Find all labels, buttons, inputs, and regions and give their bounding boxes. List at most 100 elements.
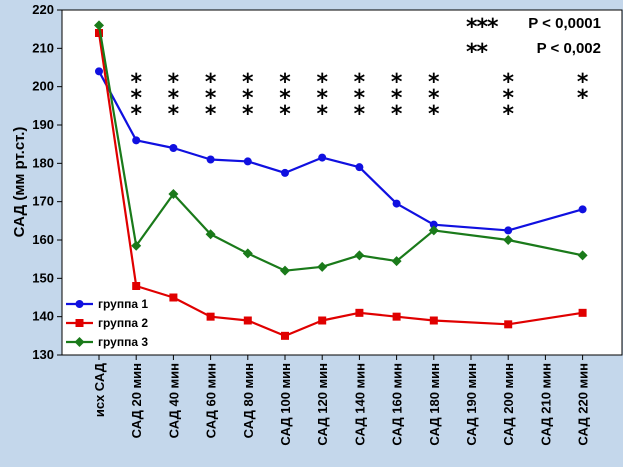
data-point <box>318 316 327 325</box>
data-point <box>578 205 587 214</box>
data-point <box>132 282 141 290</box>
legend-marker <box>75 300 84 308</box>
data-point <box>429 316 438 325</box>
data-point <box>577 250 588 261</box>
series-line-2 <box>97 32 583 337</box>
y-tick-label: 170 <box>32 194 54 209</box>
data-point <box>354 250 365 261</box>
data-point <box>169 144 178 152</box>
plot-area <box>61 9 623 356</box>
significance-legend-label: P < 0,0001 <box>528 15 601 32</box>
legend-label: группа 3 <box>98 335 148 349</box>
data-point <box>169 293 178 302</box>
y-tick-label: 150 <box>32 270 54 285</box>
y-tick-label: 180 <box>32 155 54 170</box>
significance-star: * <box>130 70 142 95</box>
data-point <box>428 225 439 236</box>
significance-legend-mark: ** <box>466 40 489 65</box>
legend-marker <box>75 319 84 327</box>
significance-star: * <box>279 102 291 127</box>
x-tick-label: САД 60 мин <box>204 363 219 438</box>
x-tick-label: САД 160 мин <box>390 363 405 446</box>
y-tick-label: 130 <box>32 347 54 362</box>
data-point <box>392 312 401 321</box>
data-point <box>131 240 142 251</box>
legend: группа 1 группа 2 группа 3 <box>66 297 148 349</box>
data-point <box>391 256 402 267</box>
x-tick-label: САД 200 мин <box>501 363 516 446</box>
significance-star: * <box>577 86 589 111</box>
significance-star: * <box>391 86 403 111</box>
data-point <box>132 136 141 145</box>
significance-star: * <box>279 86 291 111</box>
x-tick-label: САД 180 мин <box>427 363 442 446</box>
significance-star: * <box>205 102 217 127</box>
data-point <box>504 320 513 329</box>
significance-star: * <box>316 102 328 127</box>
significance-star: * <box>316 86 328 111</box>
y-tick-label: 200 <box>32 79 54 94</box>
x-tick-label: САД 140 мин <box>352 363 367 446</box>
series-layer <box>94 20 588 340</box>
data-point <box>243 316 252 325</box>
data-point <box>318 153 327 162</box>
significance-star: * <box>502 102 514 127</box>
significance-legend-label: P < 0,002 <box>537 40 601 57</box>
x-tick-label: САД 210 мин <box>538 363 553 446</box>
y-tick-label: 160 <box>32 232 54 247</box>
series-line-1 <box>98 70 583 232</box>
significance-star: * <box>428 70 440 95</box>
data-point <box>429 220 438 229</box>
y-tick-label: 210 <box>32 40 54 55</box>
significance-star: * <box>354 102 366 127</box>
x-tick-label: САД 20 мин <box>129 363 144 438</box>
y-tick-label: 220 <box>32 2 54 17</box>
significance-star: * <box>242 86 254 111</box>
data-point <box>95 29 103 37</box>
data-point <box>578 308 587 317</box>
significance-star: * <box>205 70 217 95</box>
data-point <box>94 20 104 31</box>
x-tick-label: исх САД <box>92 362 107 417</box>
data-point <box>206 155 215 164</box>
y-axis-label: САД (мм рт.ст.) <box>11 127 28 238</box>
data-point <box>281 168 289 177</box>
data-point <box>280 265 290 276</box>
data-point <box>504 226 513 235</box>
significance-star: * <box>279 70 291 95</box>
significance-star: * <box>502 86 514 111</box>
data-point <box>95 67 103 76</box>
y-axis: 130 140 150 160 170 180 190 200 210 220 <box>32 2 62 362</box>
significance-star: * <box>168 102 180 127</box>
significance-star: * <box>168 70 180 95</box>
significance-star: * <box>242 102 254 127</box>
x-tick-label: САД 190 мин <box>464 363 479 446</box>
significance-marks: ******************************** <box>130 70 588 127</box>
legend-label: группа 1 <box>98 297 148 311</box>
significance-star: * <box>428 102 440 127</box>
y-tick-label: 190 <box>32 117 54 132</box>
data-point <box>243 157 252 166</box>
data-point <box>355 163 364 172</box>
x-tick-label: САД 100 мин <box>278 363 293 446</box>
x-axis: исх САД САД 20 мин САД 40 мин САД 60 мин САД… <box>92 355 591 446</box>
data-point <box>355 308 364 317</box>
significance-legend: *** P < 0,0001 ** P < 0,002 <box>466 15 601 65</box>
significance-star: * <box>502 70 514 95</box>
data-point <box>503 235 514 245</box>
significance-star: * <box>354 86 366 111</box>
significance-star: * <box>577 70 589 95</box>
significance-star: * <box>130 102 142 127</box>
data-point <box>205 229 216 240</box>
legend-marker <box>74 337 85 347</box>
data-point <box>206 312 215 321</box>
x-tick-label: САД 40 мин <box>166 363 181 438</box>
data-point <box>392 199 401 208</box>
significance-star: * <box>428 86 440 111</box>
significance-star: * <box>316 70 328 95</box>
significance-star: * <box>242 70 254 95</box>
significance-star: * <box>391 70 403 95</box>
data-point <box>242 248 253 259</box>
x-tick-label: САД 120 мин <box>315 363 330 446</box>
